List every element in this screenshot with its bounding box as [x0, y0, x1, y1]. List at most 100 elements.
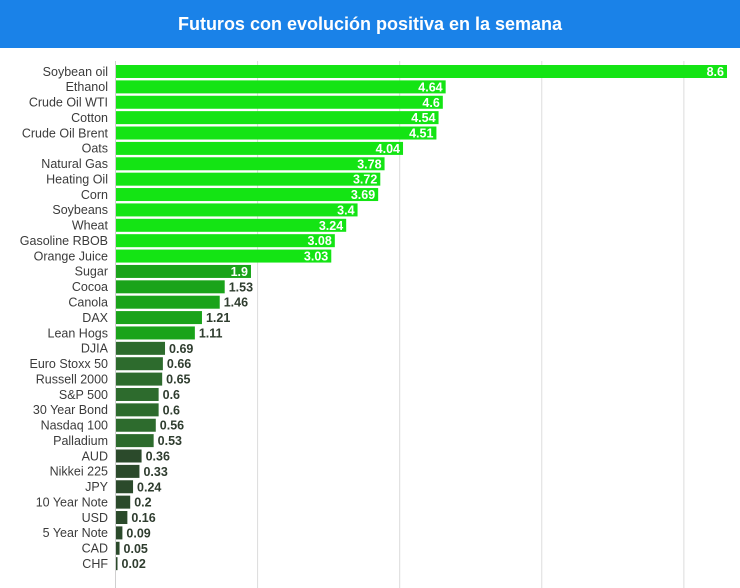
- value-label-lean-hogs: 1.11: [199, 326, 223, 340]
- bar-wheat: [116, 218, 347, 232]
- value-label-corn: 3.69: [351, 188, 375, 202]
- value-label-cad: 0.05: [124, 542, 148, 556]
- bar-dax: [116, 311, 202, 325]
- bar-canola: [116, 295, 220, 309]
- bar-natural-gas: [116, 157, 385, 171]
- category-label-cotton: Cotton: [71, 111, 108, 125]
- bar-crude-oil-wti: [116, 95, 443, 109]
- bar-heating-oil: [116, 172, 381, 186]
- bar-crude-oil-brent: [116, 126, 437, 140]
- category-label-sandp-500: S&P 500: [59, 388, 108, 402]
- bar-chf: [116, 557, 118, 571]
- category-label-dax: DAX: [82, 311, 108, 325]
- value-label-djia: 0.69: [169, 342, 193, 356]
- value-label-soybeans: 3.4: [337, 203, 354, 217]
- bar-soybeans: [116, 203, 358, 217]
- bar-cocoa: [116, 280, 225, 294]
- bar-nasdaq-100: [116, 418, 156, 432]
- value-label-oats: 4.04: [376, 142, 400, 156]
- value-label-gasoline-rbob: 3.08: [307, 234, 331, 248]
- bar-oats: [116, 141, 404, 155]
- value-label-jpy: 0.24: [137, 480, 161, 494]
- category-label-orange-juice: Orange Juice: [34, 249, 108, 263]
- category-label-nasdaq-100: Nasdaq 100: [41, 419, 108, 433]
- value-label-5-year-note: 0.09: [126, 526, 150, 540]
- value-label-soybean-oil: 8.6: [707, 65, 724, 79]
- category-label-cocoa: Cocoa: [72, 280, 108, 294]
- value-label-cotton: 4.54: [411, 111, 435, 125]
- category-label-soybeans: Soybeans: [52, 203, 108, 217]
- category-label-lean-hogs: Lean Hogs: [48, 326, 108, 340]
- value-label-natural-gas: 3.78: [357, 157, 381, 171]
- category-label-gasoline-rbob: Gasoline RBOB: [20, 234, 108, 248]
- bar-euro-stoxx-50: [116, 357, 163, 371]
- category-label-euro-stoxx-50: Euro Stoxx 50: [29, 357, 108, 371]
- value-label-sandp-500: 0.6: [163, 388, 180, 402]
- value-label-wheat: 3.24: [319, 219, 343, 233]
- category-label-5-year-note: 5 Year Note: [43, 526, 108, 540]
- value-label-30-year-bond: 0.6: [163, 403, 180, 417]
- category-label-usd: USD: [82, 511, 108, 525]
- category-label-djia: DJIA: [81, 342, 109, 356]
- value-label-crude-oil-wti: 4.6: [422, 96, 439, 110]
- category-label-wheat: Wheat: [72, 219, 109, 233]
- value-label-russell-2000: 0.65: [166, 373, 190, 387]
- bar-30-year-bond: [116, 403, 159, 417]
- bar-usd: [116, 511, 128, 525]
- value-label-nikkei-225: 0.33: [143, 465, 167, 479]
- category-label-sugar: Sugar: [75, 265, 108, 279]
- bar-chart: Soybean oil 8.6 Ethanol 4.64 Crude Oil WTI 4.…: [20, 61, 727, 588]
- category-label-oats: Oats: [82, 142, 108, 156]
- bar-russell-2000: [116, 372, 163, 386]
- value-label-palladium: 0.53: [158, 434, 182, 448]
- category-label-heating-oil: Heating Oil: [46, 172, 108, 186]
- chart-area: Soybean oil 8.6 Ethanol 4.64 Crude Oil WTI 4.…: [0, 48, 740, 588]
- bar-corn: [116, 188, 379, 202]
- category-label-russell-2000: Russell 2000: [36, 372, 108, 386]
- bar-djia: [116, 341, 166, 355]
- value-label-usd: 0.16: [131, 511, 155, 525]
- value-label-nasdaq-100: 0.56: [160, 419, 184, 433]
- category-label-crude-oil-wti: Crude Oil WTI: [29, 96, 108, 110]
- bar-10-year-note: [116, 495, 131, 509]
- value-label-heating-oil: 3.72: [353, 173, 377, 187]
- value-label-dax: 1.21: [206, 311, 230, 325]
- value-label-sugar: 1.9: [231, 265, 248, 279]
- value-label-cocoa: 1.53: [229, 280, 253, 294]
- chart-header: Futuros con evolución positiva en la sem…: [0, 0, 740, 48]
- bar-nikkei-225: [116, 464, 140, 478]
- bar-gasoline-rbob: [116, 234, 335, 248]
- value-label-ethanol: 4.64: [418, 80, 442, 94]
- category-label-soybean-oil: Soybean oil: [43, 65, 108, 79]
- bar-sandp-500: [116, 387, 159, 401]
- category-label-ethanol: Ethanol: [66, 80, 108, 94]
- bar-5-year-note: [116, 526, 123, 540]
- value-label-orange-juice: 3.03: [304, 250, 328, 264]
- category-label-natural-gas: Natural Gas: [41, 157, 108, 171]
- category-label-30-year-bond: 30 Year Bond: [33, 403, 108, 417]
- category-label-cad: CAD: [82, 542, 108, 556]
- chart-title: Futuros con evolución positiva en la sem…: [177, 13, 563, 34]
- value-label-canola: 1.46: [224, 296, 248, 310]
- bar-jpy: [116, 480, 134, 494]
- category-label-canola: Canola: [68, 296, 108, 310]
- bar-soybean-oil: [116, 65, 727, 78]
- value-label-crude-oil-brent: 4.51: [409, 127, 433, 141]
- category-label-10-year-note: 10 Year Note: [36, 495, 108, 509]
- category-label-corn: Corn: [81, 188, 108, 202]
- category-label-crude-oil-brent: Crude Oil Brent: [22, 126, 109, 140]
- bar-orange-juice: [116, 249, 332, 263]
- category-label-chf: CHF: [82, 557, 108, 571]
- value-label-euro-stoxx-50: 0.66: [167, 357, 191, 371]
- bar-aud: [116, 449, 142, 463]
- category-label-nikkei-225: Nikkei 225: [50, 465, 108, 479]
- value-label-chf: 0.02: [122, 557, 146, 571]
- value-label-10-year-note: 0.2: [134, 496, 151, 510]
- category-label-palladium: Palladium: [53, 434, 108, 448]
- value-label-aud: 0.36: [146, 450, 170, 464]
- bar-lean-hogs: [116, 326, 195, 340]
- bar-sugar: [116, 264, 251, 278]
- bar-ethanol: [116, 80, 446, 94]
- category-label-jpy: JPY: [85, 480, 109, 494]
- bar-cad: [116, 541, 120, 555]
